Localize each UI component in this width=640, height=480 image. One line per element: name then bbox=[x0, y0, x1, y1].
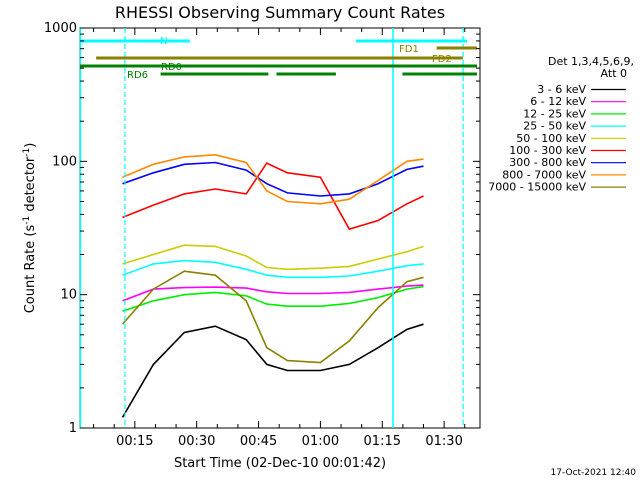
x-tick-label: 01:00 bbox=[302, 434, 339, 449]
series-line-1 bbox=[122, 284, 424, 302]
plot-layer bbox=[79, 28, 464, 428]
legend-title: Det 1,3,4,5,6,9, bbox=[548, 55, 634, 68]
x-tick-label: 00:45 bbox=[240, 434, 277, 449]
flag-layer: N FD1 FD2 RD0 RD6 bbox=[80, 36, 477, 81]
series-line-3 bbox=[122, 259, 424, 279]
legend-entry-label: 300 - 800 keV bbox=[509, 156, 586, 169]
y-tick-label: 1 bbox=[69, 421, 77, 436]
y-axis-label-part2: detector bbox=[23, 156, 38, 216]
legend-entry-label: 25 - 50 keV bbox=[523, 120, 586, 133]
tick-layer: 1 10 100 1000 00:15 00:30 00:45 01:00 01:15 01:30 bbox=[44, 21, 480, 449]
legend-entry-label: 12 - 25 keV bbox=[523, 107, 586, 120]
x-tick-label: 00:15 bbox=[116, 434, 153, 449]
flag-label-rd0: RD0 bbox=[161, 62, 182, 73]
legend-entry-label: 3 - 6 keV bbox=[537, 83, 586, 96]
series-line-5 bbox=[122, 162, 424, 231]
series-line-2 bbox=[122, 285, 424, 313]
y-tick-label: 100 bbox=[52, 154, 77, 169]
y-axis-label-part1: Count Rate (s bbox=[23, 225, 38, 314]
x-tick-label: 01:15 bbox=[364, 434, 401, 449]
flag-label-fd1: FD1 bbox=[399, 44, 419, 55]
chart-title: RHESSI Observing Summary Count Rates bbox=[115, 3, 445, 22]
y-axis-label-part3: ) bbox=[23, 143, 38, 148]
y-axis-label-sup1: -1 bbox=[22, 216, 32, 225]
series-line-6 bbox=[122, 161, 424, 197]
legend-entry-label: 6 - 12 keV bbox=[530, 95, 586, 108]
x-axis-label: Start Time (02-Dec-10 00:01:42) bbox=[174, 456, 386, 471]
flag-label-rd6: RD6 bbox=[127, 70, 148, 81]
flag-label-fd2: FD2 bbox=[432, 54, 452, 65]
series-line-8 bbox=[121, 270, 424, 364]
y-axis-label: Count Rate (s-1 detector-1) bbox=[22, 143, 38, 314]
x-tick-label: 01:30 bbox=[425, 434, 462, 449]
footer-timestamp: 17-Oct-2021 12:40 bbox=[551, 468, 637, 478]
legend-subtitle: Att 0 bbox=[601, 67, 627, 80]
series-line-0 bbox=[121, 323, 424, 418]
y-tick-label: 10 bbox=[60, 288, 77, 303]
series-line-7 bbox=[122, 153, 424, 205]
y-axis-label-sup2: -1 bbox=[22, 148, 32, 157]
legend-entry-label: 100 - 300 keV bbox=[509, 144, 586, 157]
legend-entry-label: 800 - 7000 keV bbox=[502, 168, 586, 181]
legend-entry-label: 7000 - 15000 keV bbox=[488, 181, 586, 194]
x-tick-label: 00:30 bbox=[178, 434, 215, 449]
legend-entry-label: 50 - 100 keV bbox=[516, 132, 586, 145]
series-line-4 bbox=[122, 244, 424, 271]
y-tick-label: 1000 bbox=[44, 21, 77, 36]
flag-label-n: N bbox=[160, 36, 167, 47]
